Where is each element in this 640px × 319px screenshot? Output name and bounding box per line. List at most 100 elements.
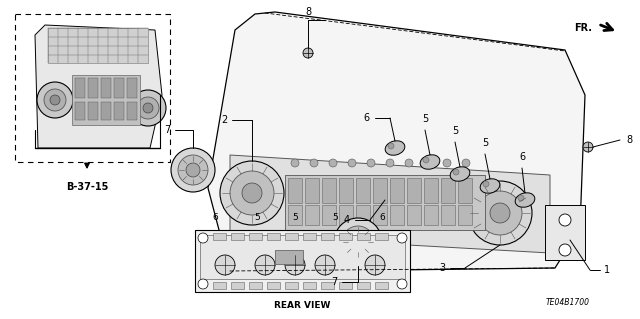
Bar [545, 205, 585, 260]
Text: 5: 5 [482, 138, 488, 148]
Bar [321, 233, 334, 240]
Text: 3: 3 [439, 263, 445, 273]
Circle shape [310, 159, 318, 167]
Text: REAR VIEW: REAR VIEW [274, 301, 330, 310]
Circle shape [397, 279, 407, 289]
Circle shape [220, 161, 284, 225]
Circle shape [285, 255, 305, 275]
Text: TE04B1700: TE04B1700 [546, 298, 590, 307]
Circle shape [44, 89, 66, 111]
Bar [101, 102, 111, 120]
Bar [101, 78, 111, 98]
Polygon shape [230, 155, 550, 253]
Bar [339, 205, 353, 225]
Circle shape [329, 159, 337, 167]
Circle shape [350, 234, 366, 250]
Circle shape [348, 159, 356, 167]
Text: FR.: FR. [574, 23, 592, 33]
Bar [356, 178, 370, 203]
Polygon shape [208, 12, 585, 272]
Bar [357, 282, 370, 289]
Text: 5: 5 [254, 213, 260, 222]
Circle shape [388, 143, 394, 149]
Ellipse shape [420, 155, 440, 169]
Bar [390, 205, 404, 225]
Circle shape [559, 214, 571, 226]
Circle shape [171, 148, 215, 192]
Bar [127, 78, 137, 98]
Polygon shape [35, 25, 162, 148]
Circle shape [559, 244, 571, 256]
Circle shape [291, 159, 299, 167]
Bar [213, 233, 226, 240]
Bar [373, 205, 387, 225]
Circle shape [37, 82, 73, 118]
Bar [275, 250, 303, 264]
Bar [390, 178, 404, 203]
Bar [88, 102, 98, 120]
Text: 1: 1 [604, 265, 610, 275]
Bar [88, 78, 98, 98]
Bar [305, 178, 319, 203]
Circle shape [186, 163, 200, 177]
Text: 5: 5 [332, 213, 338, 222]
Ellipse shape [515, 193, 535, 207]
Text: 7: 7 [164, 125, 170, 135]
Circle shape [198, 233, 208, 243]
Ellipse shape [450, 167, 470, 181]
Text: 4: 4 [344, 215, 350, 225]
Bar [195, 230, 410, 292]
Bar [357, 233, 370, 240]
Ellipse shape [480, 179, 500, 193]
Circle shape [130, 90, 166, 126]
Bar [200, 235, 405, 279]
Circle shape [453, 169, 459, 175]
Bar [356, 205, 370, 225]
Bar [249, 282, 262, 289]
Bar [424, 205, 438, 225]
Bar [48, 28, 148, 63]
Text: 7: 7 [331, 277, 337, 287]
Bar [303, 233, 316, 240]
Circle shape [397, 233, 407, 243]
Circle shape [462, 159, 470, 167]
Circle shape [137, 97, 159, 119]
Bar [267, 282, 280, 289]
Circle shape [242, 183, 262, 203]
Circle shape [468, 181, 532, 245]
Circle shape [198, 279, 208, 289]
Text: 5: 5 [452, 126, 458, 136]
Circle shape [423, 157, 429, 163]
Bar [75, 102, 85, 120]
Circle shape [490, 203, 510, 223]
Circle shape [315, 255, 335, 275]
Circle shape [255, 255, 275, 275]
Circle shape [303, 48, 313, 58]
Circle shape [518, 195, 524, 201]
Bar [231, 233, 244, 240]
Bar [321, 282, 334, 289]
Text: 8: 8 [626, 135, 632, 145]
Bar [288, 178, 302, 203]
Bar [114, 102, 124, 120]
Bar [339, 233, 352, 240]
Circle shape [143, 103, 153, 113]
Bar [441, 178, 455, 203]
Bar [303, 282, 316, 289]
Bar [424, 178, 438, 203]
Bar [373, 178, 387, 203]
Circle shape [367, 159, 375, 167]
Bar [339, 282, 352, 289]
Bar [72, 75, 140, 125]
Text: 6: 6 [519, 152, 525, 162]
Ellipse shape [385, 141, 405, 155]
Bar [322, 178, 336, 203]
Text: B-37-15: B-37-15 [66, 182, 108, 192]
Bar [375, 233, 388, 240]
Text: 5: 5 [292, 213, 298, 222]
Bar [305, 205, 319, 225]
Text: 2: 2 [221, 115, 228, 125]
Bar [458, 205, 472, 225]
Circle shape [365, 255, 385, 275]
Bar [249, 233, 262, 240]
